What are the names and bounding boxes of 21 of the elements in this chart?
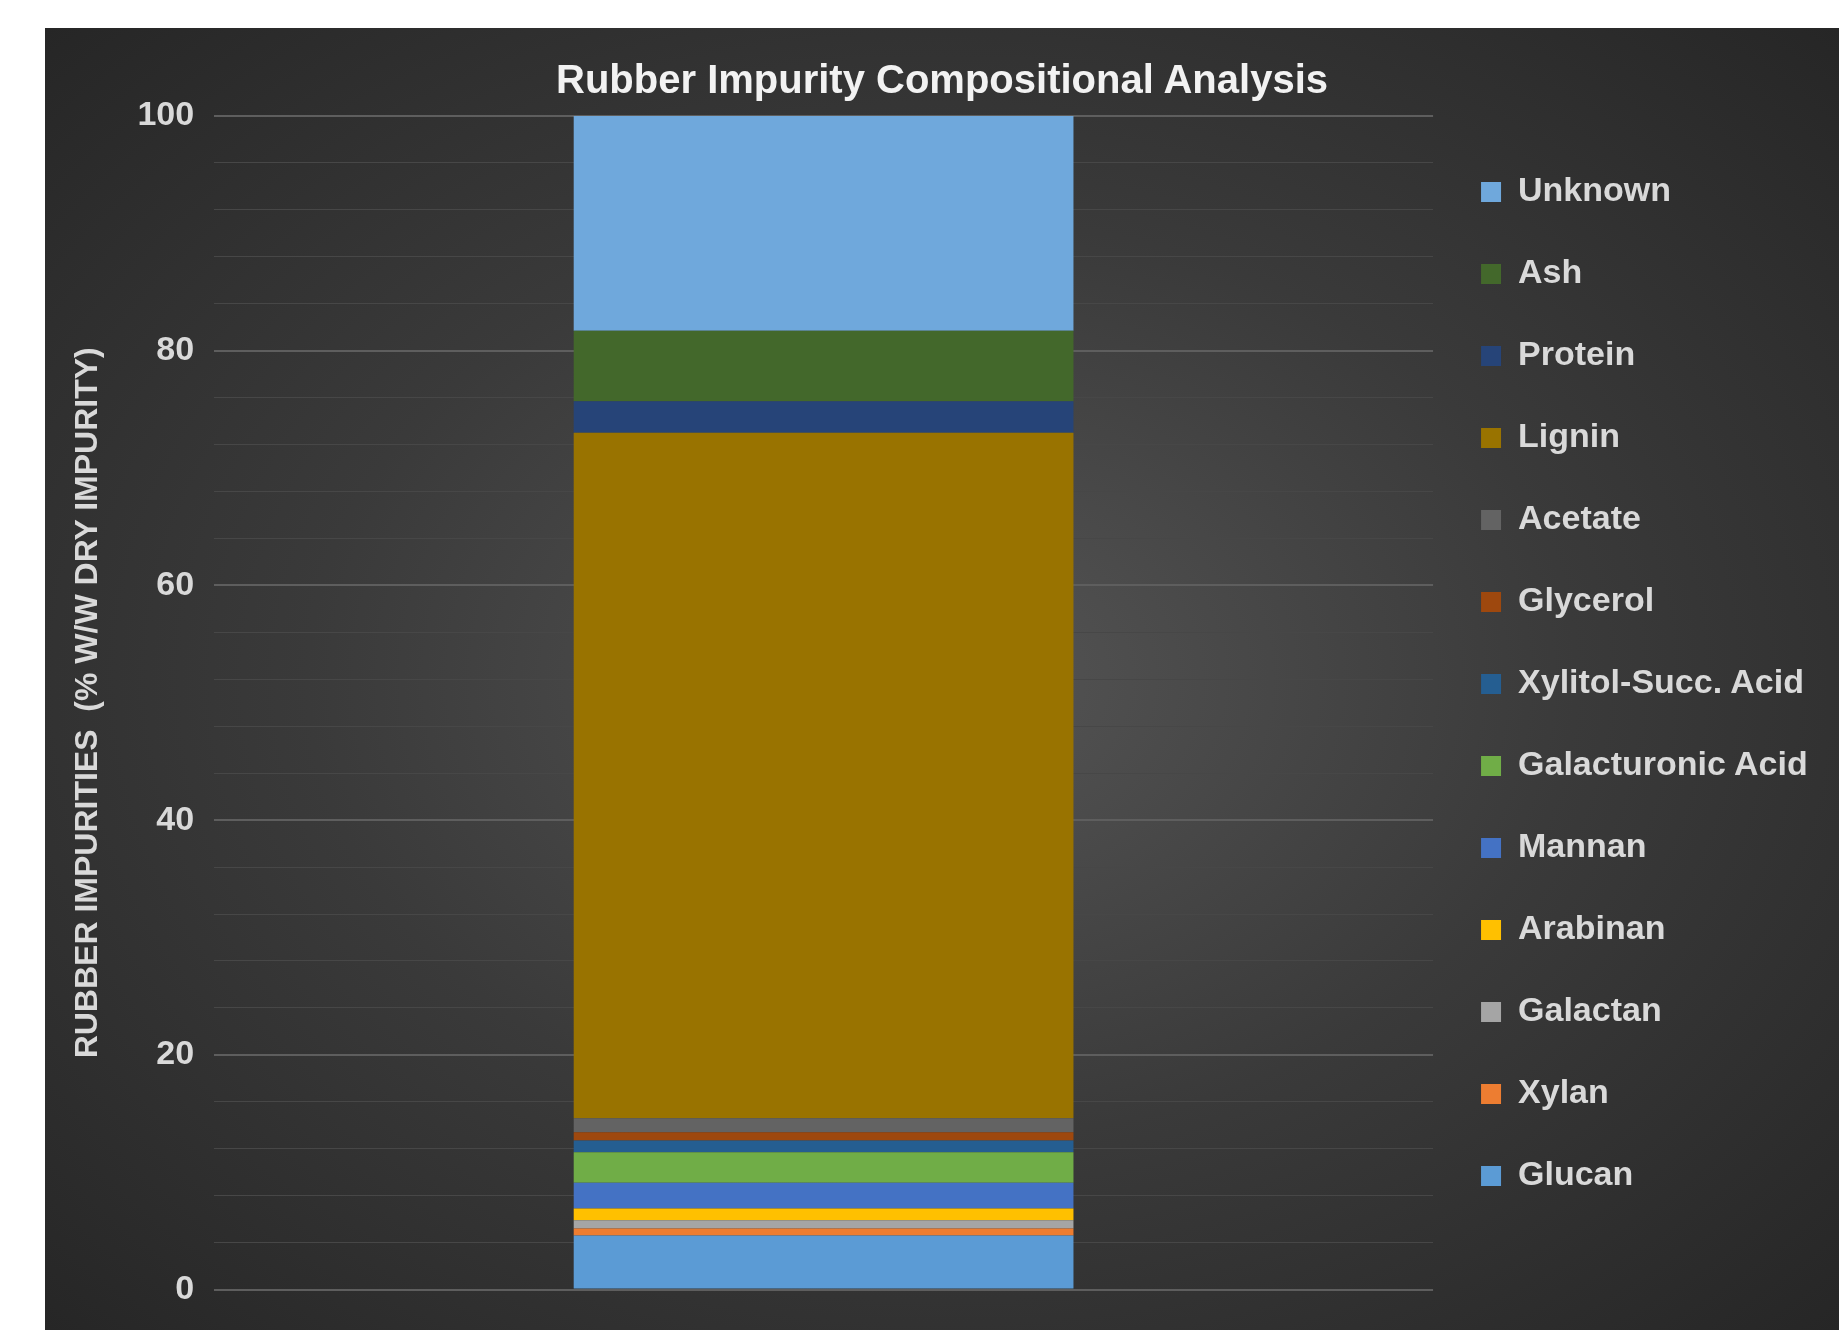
legend-label: Galactan [1518, 990, 1662, 1029]
legend-label: Xylan [1518, 1072, 1609, 1111]
y-tick-label: 60 [156, 563, 195, 602]
legend-label: Glucan [1518, 1154, 1634, 1193]
legend-label: Unknown [1518, 170, 1672, 209]
y-tick-label: 100 [137, 94, 195, 133]
legend-label: Acetate [1518, 498, 1641, 537]
legend-label: Xylitol-Succ. Acid [1518, 662, 1804, 701]
legend-label: Galacturonic Acid [1518, 744, 1808, 783]
y-tick-label: 80 [156, 329, 195, 368]
legend-label: Lignin [1518, 416, 1621, 455]
legend-label: Glycerol [1518, 580, 1655, 619]
legend-label: Ash [1518, 252, 1583, 291]
legend-label: Protein [1518, 334, 1636, 373]
y-tick-label: 0 [175, 1267, 195, 1306]
legend-label: Mannan [1518, 826, 1647, 865]
legend-label: Arabinan [1518, 908, 1666, 947]
y-tick-label: 40 [156, 798, 195, 837]
y-tick-label: 20 [156, 1033, 195, 1072]
chart-title: Rubber Impurity Compositional Analysis [556, 57, 1328, 102]
y-axis-title: RUBBER IMPURITIES (% W/W DRY IMPURITY) [68, 347, 105, 1059]
